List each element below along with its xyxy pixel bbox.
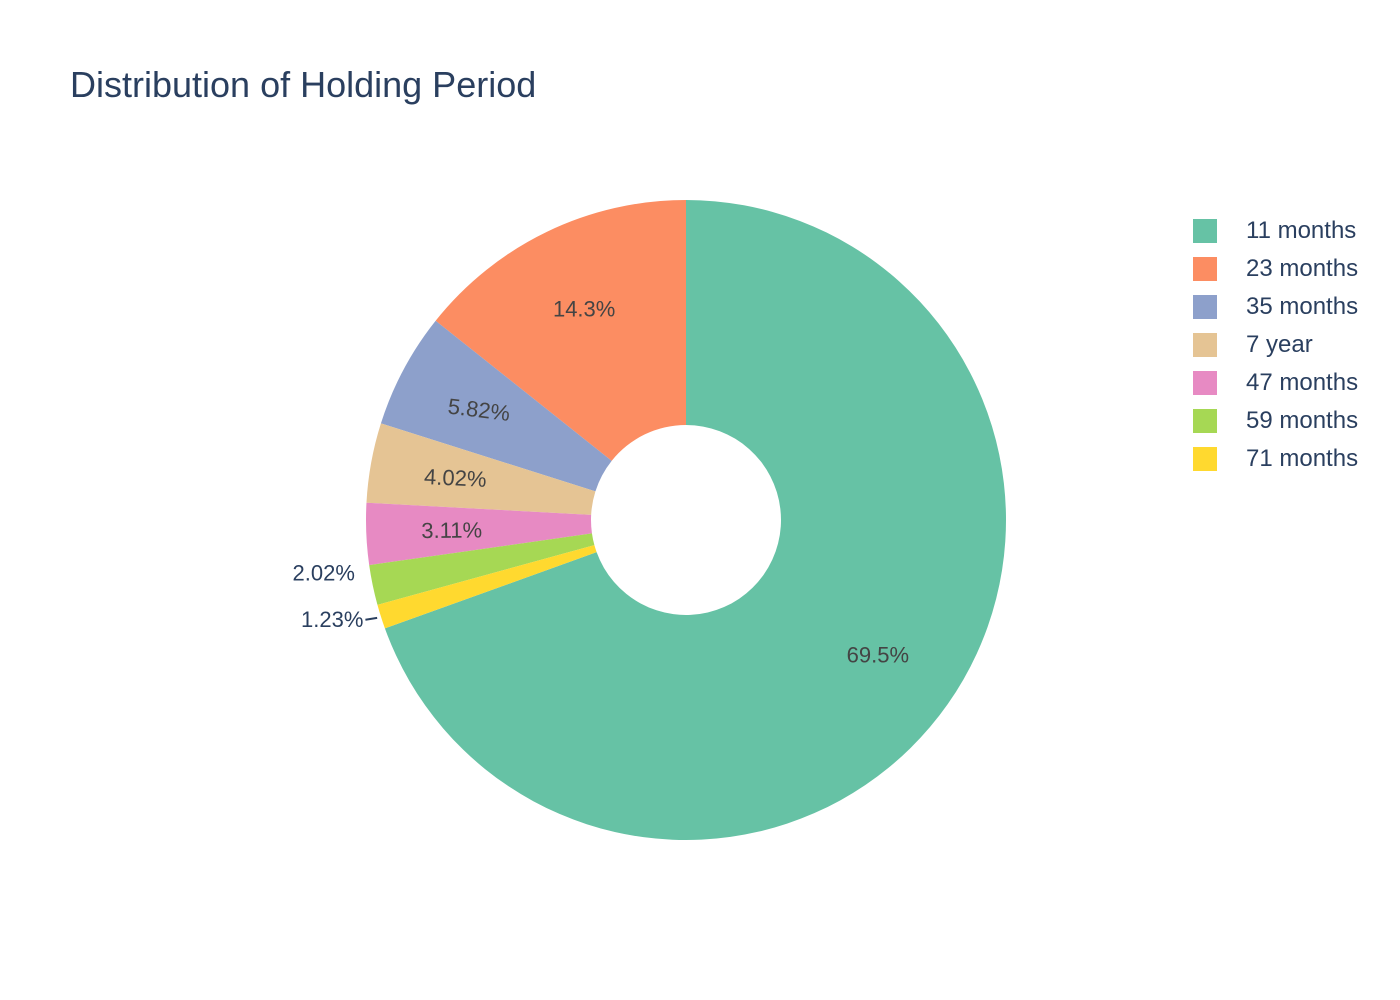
slice-label-11-months: 69.5% <box>847 642 909 667</box>
legend-label: 35 months <box>1246 293 1359 320</box>
legend-label: 47 months <box>1246 369 1359 396</box>
legend-label: 23 months <box>1246 255 1359 282</box>
legend-swatch <box>1193 447 1217 471</box>
slice-label-59-months: 2.02% <box>293 561 355 586</box>
legend-swatch <box>1193 409 1217 433</box>
slice-label-47-months: 3.11% <box>421 517 482 543</box>
slice-47-months[interactable] <box>366 502 592 566</box>
slice-23-months[interactable] <box>435 200 686 461</box>
slice-71-months[interactable] <box>377 545 597 629</box>
legend-swatch <box>1193 371 1217 395</box>
legend-swatch <box>1193 333 1217 357</box>
legend-label: 59 months <box>1246 407 1359 434</box>
legend-item-71-months[interactable]: 71 months <box>1193 440 1393 478</box>
slice-11-months[interactable] <box>384 200 1007 840</box>
chart-title: Distribution of Holding Period <box>70 64 537 105</box>
slice-7-year[interactable] <box>366 423 596 515</box>
legend-item-47-months[interactable]: 47 months <box>1193 364 1393 402</box>
legend-swatch <box>1193 257 1217 281</box>
slice-label-71-months: 1.23% <box>301 607 363 632</box>
legend-label: 7 year <box>1246 331 1313 358</box>
legend-swatch <box>1193 219 1217 243</box>
leader-line <box>365 616 378 621</box>
slice-59-months[interactable] <box>369 533 595 605</box>
legend-item-7-year[interactable]: 7 year <box>1193 326 1393 364</box>
legend-item-59-months[interactable]: 59 months <box>1193 402 1393 440</box>
legend-label: 71 months <box>1246 445 1359 472</box>
slice-label-7-year: 4.02% <box>424 464 487 492</box>
legend-item-35-months[interactable]: 35 months <box>1193 288 1393 326</box>
slice-35-months[interactable] <box>380 320 612 492</box>
legend-label: 11 months <box>1246 217 1357 244</box>
legend-item-11-months[interactable]: 11 months <box>1193 212 1393 250</box>
legend-swatch <box>1193 295 1217 319</box>
slice-label-23-months: 14.3% <box>553 296 615 321</box>
legend-item-23-months[interactable]: 23 months <box>1193 250 1393 288</box>
legend: 11 months 23 months 35 months 7 year 47 mont… <box>1193 212 1393 478</box>
